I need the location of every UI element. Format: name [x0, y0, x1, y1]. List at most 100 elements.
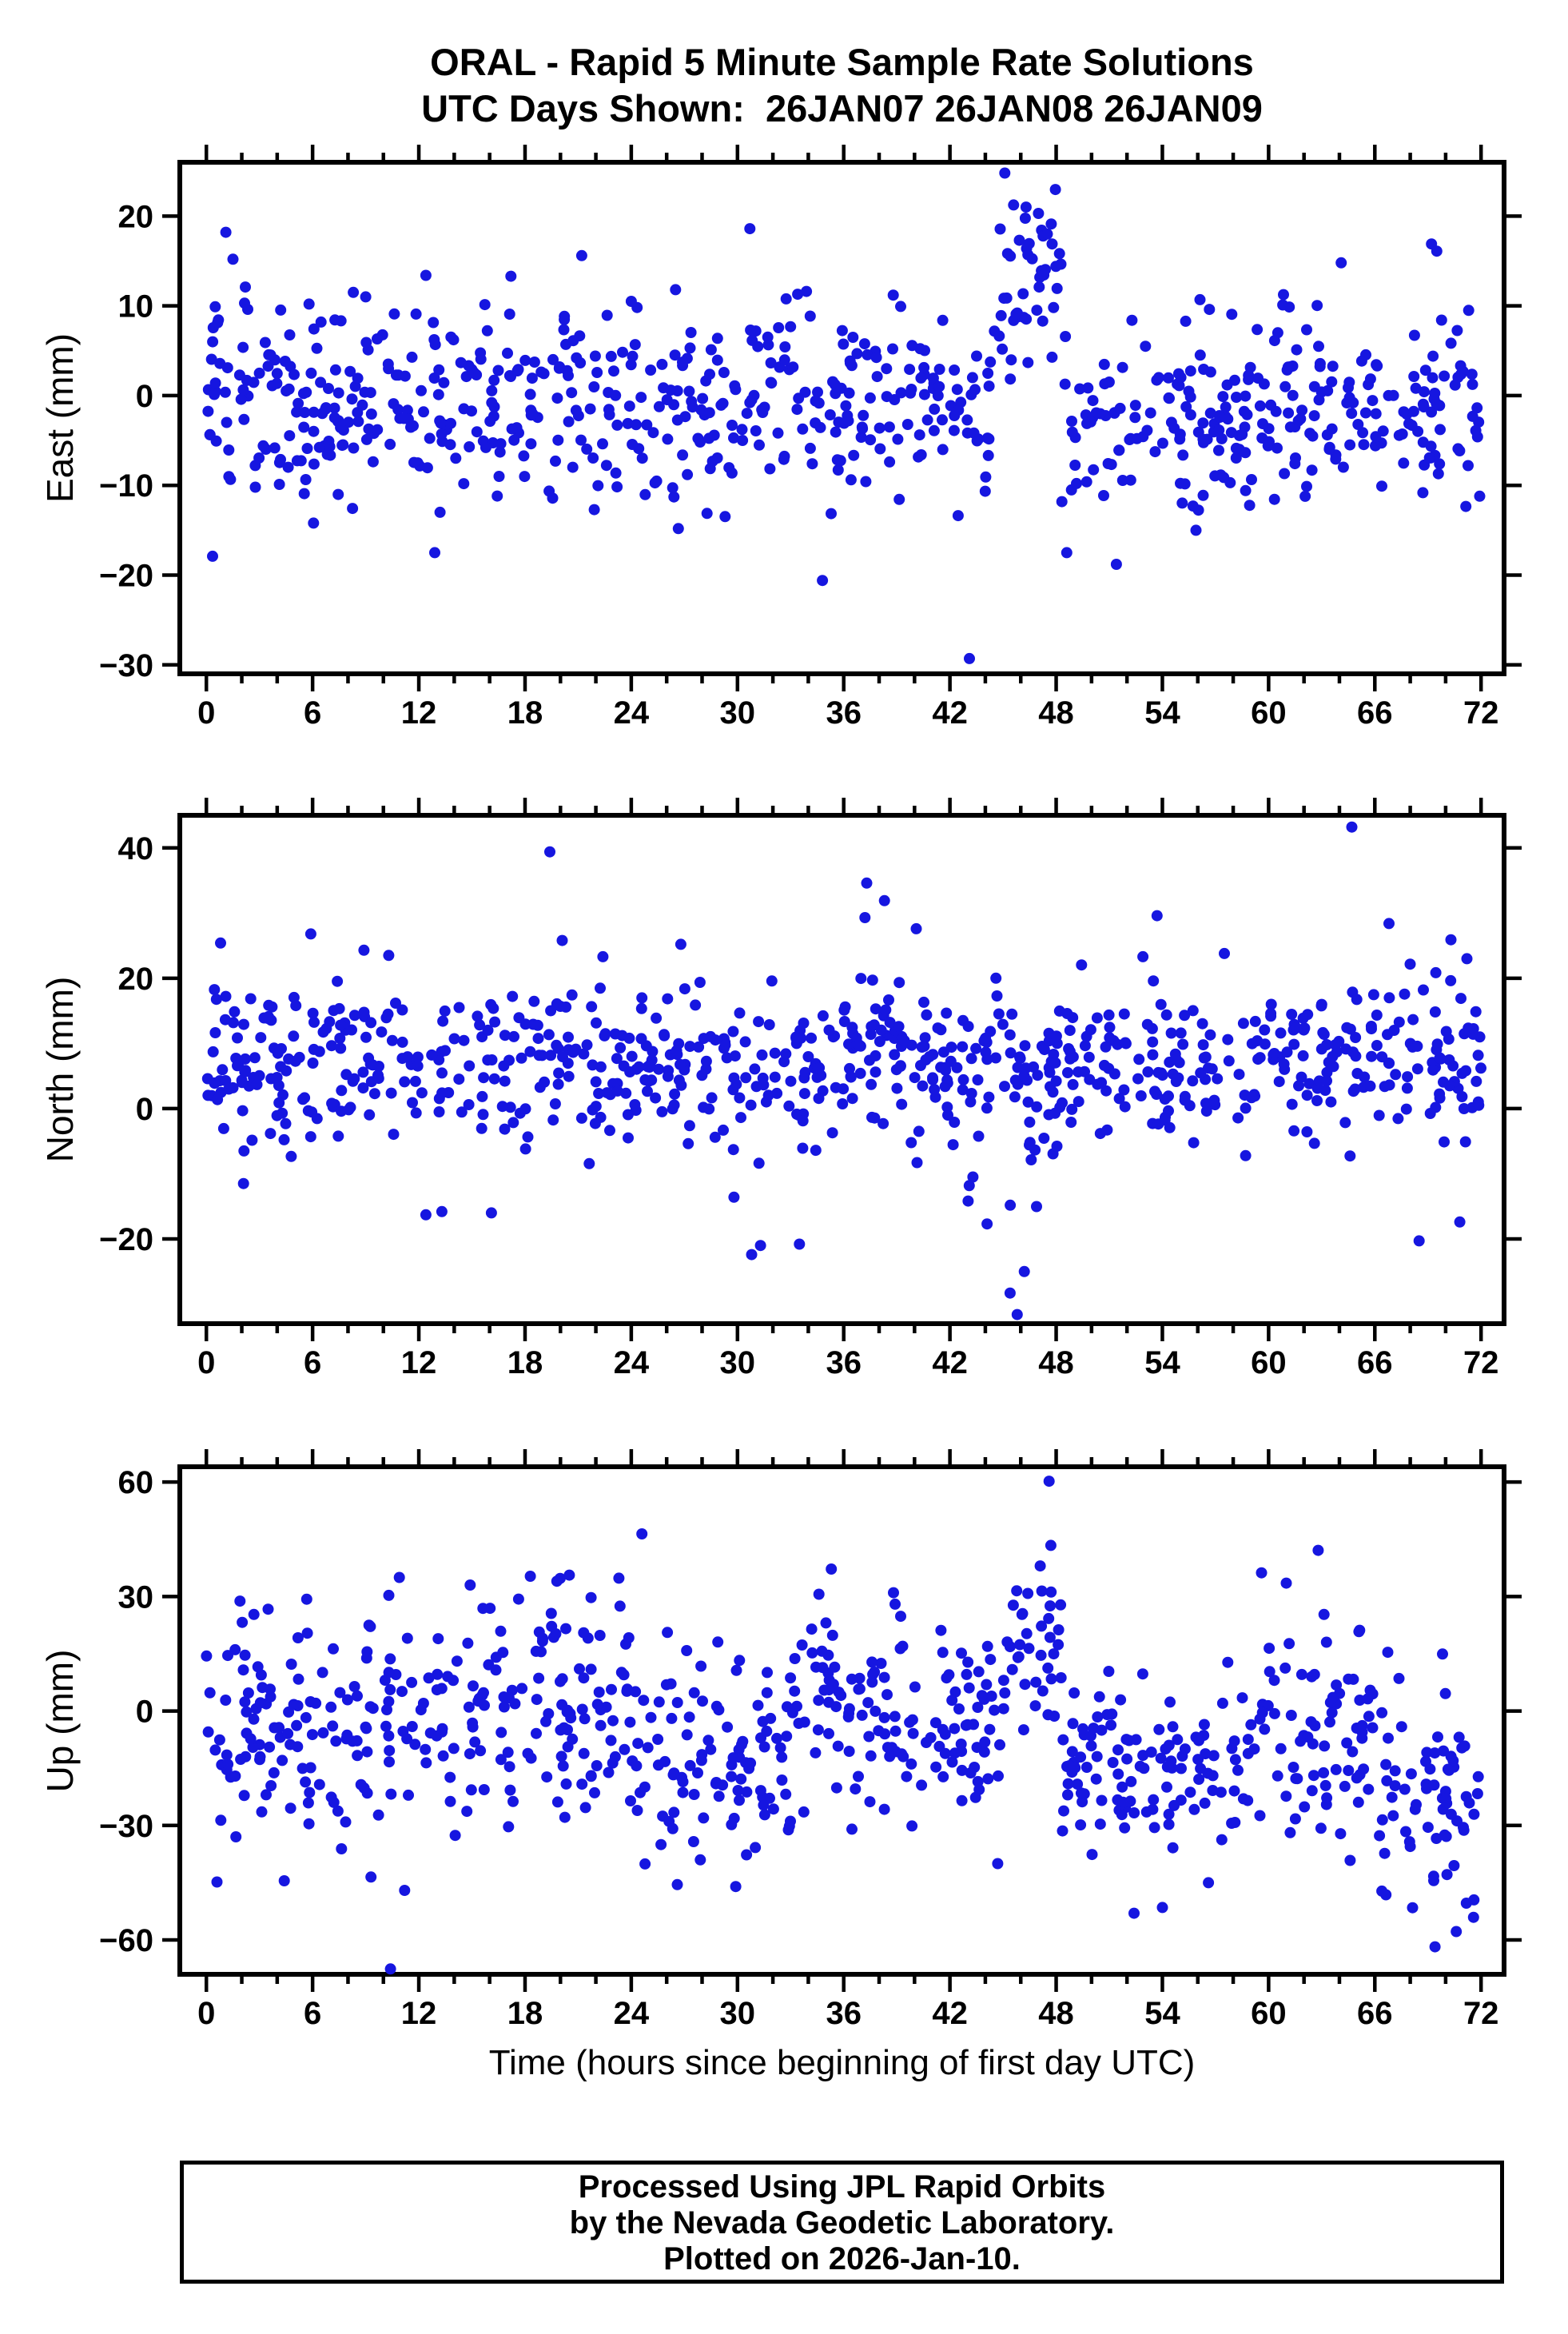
data-point: [502, 347, 513, 359]
data-point: [728, 1191, 740, 1203]
data-point: [1405, 1768, 1417, 1780]
data-point: [749, 1063, 761, 1075]
data-point: [220, 1695, 232, 1706]
data-point: [945, 1055, 957, 1067]
data-point: [860, 476, 872, 488]
data-point: [334, 1033, 346, 1044]
data-point: [280, 1117, 292, 1129]
x-tick-label: 60: [1251, 1996, 1287, 2031]
data-point: [304, 1131, 316, 1143]
data-point: [503, 1761, 515, 1773]
data-point: [623, 1032, 635, 1044]
data-point: [972, 1702, 984, 1713]
data-point: [1113, 444, 1125, 456]
data-point: [665, 1678, 677, 1690]
data-point: [858, 409, 870, 421]
data-point: [935, 1624, 947, 1636]
data-point: [1292, 415, 1304, 427]
data-point: [853, 1683, 865, 1695]
data-point: [1295, 1071, 1307, 1083]
data-point: [528, 995, 540, 1007]
data-point: [578, 1747, 590, 1759]
data-point: [843, 1746, 855, 1757]
data-point: [444, 1795, 456, 1807]
data-point: [557, 1760, 569, 1772]
data-point: [262, 1010, 274, 1022]
data-point: [448, 334, 460, 346]
data-point: [1275, 1743, 1287, 1754]
data-point: [1240, 1149, 1252, 1161]
data-point: [1060, 331, 1072, 342]
x-tick-label: 54: [1144, 1996, 1180, 2031]
data-point: [887, 343, 898, 355]
data-point: [878, 1803, 890, 1815]
data-point: [675, 1079, 687, 1091]
data-point: [865, 1750, 877, 1762]
data-point: [783, 1100, 795, 1112]
data-point: [343, 416, 355, 428]
data-point: [726, 420, 738, 431]
data-point: [875, 1658, 887, 1669]
data-point: [549, 1098, 561, 1109]
data-point: [740, 1072, 752, 1084]
data-point: [856, 1709, 868, 1721]
data-point: [1327, 360, 1339, 372]
data-point: [1411, 1063, 1423, 1075]
data-point: [239, 1696, 251, 1708]
data-point: [304, 1762, 316, 1774]
data-point: [1364, 373, 1376, 385]
data-point: [448, 1033, 460, 1045]
data-point: [561, 364, 573, 376]
data-point: [221, 416, 233, 428]
x-tick-label: 48: [1038, 1345, 1074, 1380]
data-point: [859, 912, 871, 923]
data-point: [726, 467, 738, 479]
data-point: [1252, 1035, 1264, 1047]
data-point: [478, 1072, 490, 1084]
data-point: [1222, 1656, 1234, 1668]
data-point: [1017, 1607, 1029, 1619]
data-point: [993, 330, 1005, 342]
data-point: [567, 1733, 579, 1745]
data-point: [789, 1653, 801, 1664]
data-point: [1036, 1620, 1048, 1632]
data-point: [269, 442, 281, 454]
data-point: [871, 371, 883, 383]
data-point: [1076, 959, 1088, 971]
data-point: [330, 1735, 342, 1747]
data-point: [555, 1675, 566, 1687]
data-point: [830, 426, 842, 438]
data-point: [528, 356, 540, 368]
x-tick-label: 0: [197, 1996, 215, 2031]
data-point: [416, 1087, 428, 1099]
data-point: [1356, 1727, 1368, 1738]
data-point: [1411, 1798, 1422, 1810]
data-point: [525, 438, 537, 450]
data-point: [1137, 1750, 1149, 1762]
data-point: [715, 399, 727, 411]
data-point: [769, 1071, 781, 1083]
data-point: [1273, 1076, 1285, 1088]
data-point: [1229, 1817, 1241, 1828]
data-point: [830, 1782, 842, 1794]
data-point: [979, 1736, 991, 1748]
data-point: [1456, 1091, 1468, 1102]
data-point: [631, 1760, 643, 1772]
data-point: [488, 374, 500, 386]
data-point: [758, 1809, 770, 1821]
data-point: [1153, 1723, 1165, 1735]
data-point: [217, 1122, 229, 1134]
data-point: [1268, 335, 1280, 347]
data-point: [1321, 1075, 1332, 1087]
data-point: [972, 1074, 984, 1085]
data-point: [1429, 1747, 1441, 1759]
data-point: [675, 1058, 686, 1070]
data-point: [601, 1087, 613, 1099]
data-point: [1072, 1778, 1084, 1790]
data-point: [889, 1598, 901, 1610]
page-title-line-1: ORAL - Rapid 5 Minute Sample Rate Soluti…: [430, 41, 1254, 83]
data-point: [512, 1593, 524, 1605]
data-point: [1346, 821, 1358, 833]
data-point: [888, 1587, 899, 1599]
